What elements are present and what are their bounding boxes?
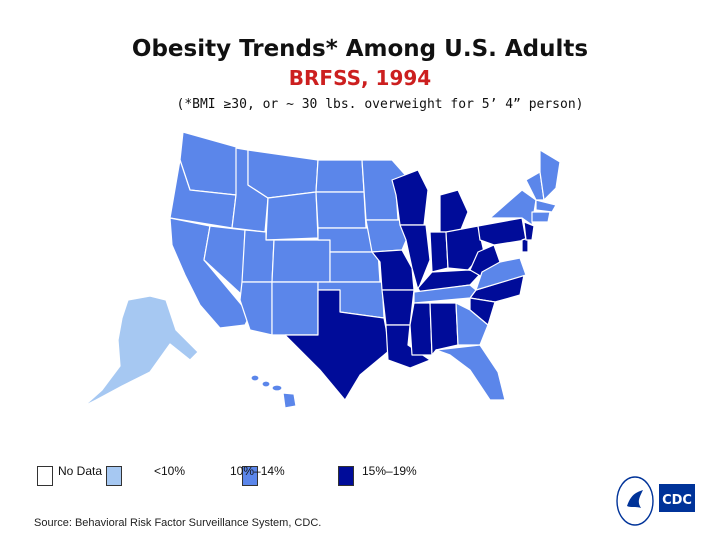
state-indiana xyxy=(429,231,449,273)
legend-swatch-no-data xyxy=(37,466,53,486)
state-maine xyxy=(539,149,561,201)
bmi-note: (*BMI ≥30, or ~ 30 lbs. overweight for 5… xyxy=(176,97,584,112)
legend-label-10-14: 10%–14% xyxy=(230,464,285,478)
state-alaska xyxy=(83,295,199,407)
state-montana xyxy=(247,149,319,199)
state-iowa xyxy=(365,219,409,253)
legend-swatch-10-14 xyxy=(242,466,258,486)
cdc-logo-text: CDC xyxy=(662,493,692,508)
state-alabama xyxy=(429,302,459,356)
state-arkansas xyxy=(381,289,415,326)
state-new-mexico xyxy=(271,281,319,336)
state-tennessee xyxy=(413,284,477,304)
legend-label-no-data: No Data xyxy=(58,464,103,478)
legend-swatch-under-10 xyxy=(106,466,122,486)
state-arizona xyxy=(239,281,273,336)
hhs-eagle-icon xyxy=(616,476,654,526)
state-north-dakota xyxy=(315,159,365,193)
state-illinois xyxy=(399,224,431,291)
legend-swatch-15-19 xyxy=(338,466,354,486)
state-kansas xyxy=(329,251,381,283)
state-florida xyxy=(435,344,506,401)
legend-label-under-10: <10% xyxy=(154,464,186,478)
state-georgia xyxy=(455,302,489,346)
state-new-jersey xyxy=(523,221,535,241)
map-subtitle: BRFSS, 1994 xyxy=(288,66,432,90)
state-massachusetts xyxy=(535,199,557,213)
legend-label-15-19: 15%–19% xyxy=(362,464,417,478)
state-mississippi xyxy=(409,302,433,356)
state-connecticut-ri xyxy=(531,211,551,223)
cdc-logo: CDC xyxy=(616,476,695,526)
state-hawaii xyxy=(250,374,297,409)
state-michigan xyxy=(439,189,469,233)
state-south-dakota xyxy=(315,191,367,229)
state-wyoming xyxy=(265,191,319,241)
state-texas xyxy=(284,289,391,401)
state-colorado xyxy=(271,239,331,283)
state-pennsylvania xyxy=(477,217,527,246)
state-virginia xyxy=(475,257,527,291)
source-note: Source: Behavioral Risk Factor Surveilla… xyxy=(34,517,322,529)
map-title: Obesity Trends* Among U.S. Adults xyxy=(131,36,589,62)
